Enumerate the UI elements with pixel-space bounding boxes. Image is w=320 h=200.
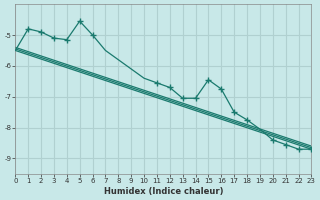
X-axis label: Humidex (Indice chaleur): Humidex (Indice chaleur)	[104, 187, 223, 196]
